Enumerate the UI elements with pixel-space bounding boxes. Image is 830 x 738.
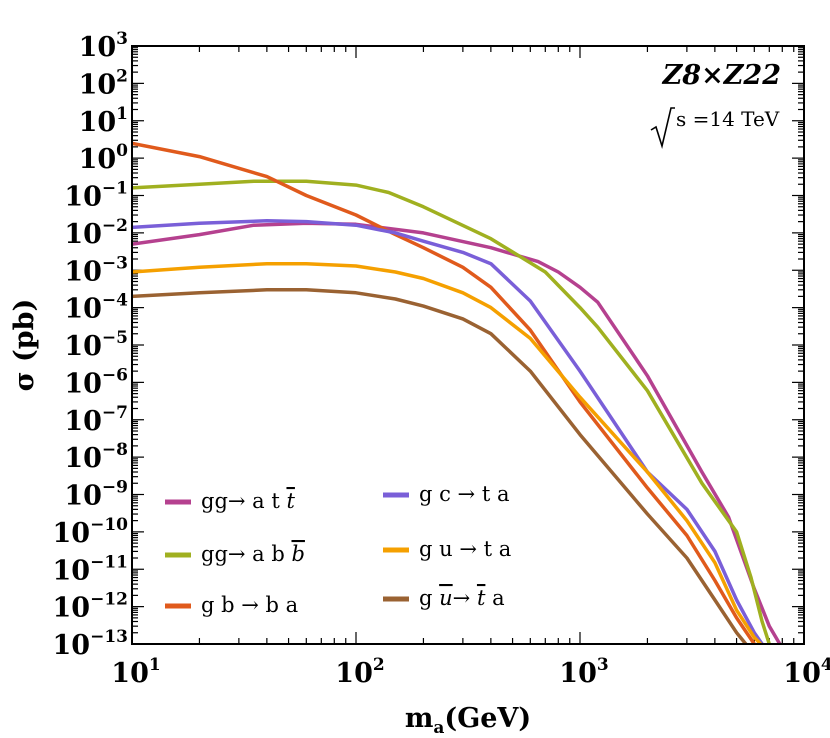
legend-label: g c → t a (419, 482, 509, 506)
y-tick-label: 10−9 (64, 478, 128, 512)
y-axis-title: σ (pb) (9, 299, 40, 392)
legend-label: gg→ a b b (201, 542, 305, 566)
legend-entry: g u → t a (383, 537, 511, 561)
series-line (132, 219, 764, 644)
legend-entry: gg→ a t t (165, 489, 295, 513)
y-tick-label: 10−13 (53, 627, 128, 661)
legend-entry: g c → t a (383, 482, 509, 506)
plot-frame (131, 45, 805, 645)
y-tick-label: 10−11 (53, 552, 128, 586)
y-tick-label: 10−6 (64, 365, 128, 399)
y-tick-label: 10−8 (64, 440, 128, 474)
x-tick-labels: 101 102 103 104 (111, 655, 830, 689)
x-tick-label: 103 (559, 655, 608, 689)
legend-label: g b → b a (201, 593, 298, 617)
y-tick-label: 10−4 (64, 291, 128, 325)
model-annotation: Z8×Z22 s =14 TeV (650, 60, 781, 150)
y-tick-label: 100 (79, 141, 129, 175)
legend-entry: gg→ a b b (165, 542, 305, 566)
y-tick-label: 102 (79, 66, 128, 100)
y-tick-label: 103 (79, 29, 128, 63)
sqrt-sign-icon (650, 107, 675, 150)
y-tick-label: 10−5 (64, 328, 128, 362)
y-tick-label: 10−7 (64, 403, 128, 437)
series-line (132, 141, 756, 644)
series-line (132, 221, 782, 644)
series-line (132, 261, 762, 644)
model-label: Z8×Z22 (662, 60, 781, 91)
x-tick-label: 104 (783, 655, 830, 689)
y-tick-label: 10−12 (53, 590, 128, 624)
legend-label: g u→ t a (419, 586, 505, 610)
x-tick-label: 101 (111, 655, 160, 689)
series-line (132, 288, 748, 644)
x-axis-title: ma(GeV) (405, 703, 531, 738)
x-tick-label: 102 (335, 655, 384, 689)
y-tick-label: 10−1 (64, 179, 128, 213)
legend-label: gg→ a t t (201, 489, 295, 513)
series-curves (132, 141, 782, 644)
y-tick-label: 101 (79, 104, 128, 138)
legend-label: g u → t a (419, 537, 511, 561)
legend: gg→ a t t gg→ a b b g b → b a g c → t a g u … (165, 482, 511, 617)
y-tick-label: 10−3 (64, 253, 128, 287)
energy-label: s =14 TeV (676, 107, 780, 131)
y-tick-label: 10−2 (64, 216, 128, 250)
legend-entry: g u→ t a (383, 586, 505, 610)
series-line (132, 179, 771, 644)
legend-entry: g b → b a (165, 593, 298, 617)
y-tick-label: 10−10 (53, 515, 129, 549)
